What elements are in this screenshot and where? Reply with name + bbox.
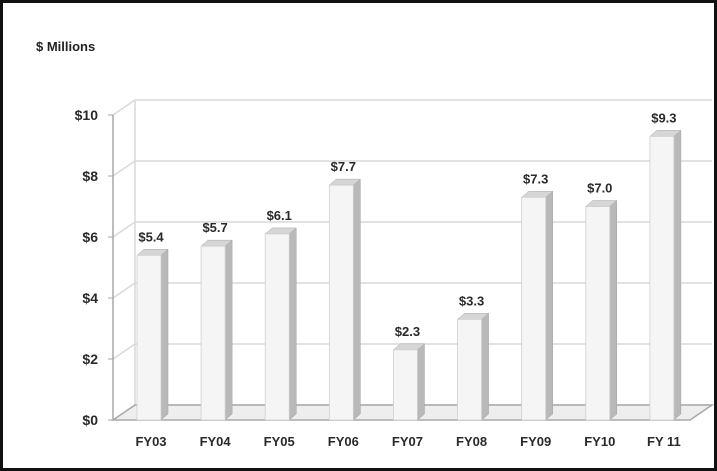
data-label: $7.7 [331,159,356,174]
x-tick-label: FY 11 [647,434,681,449]
data-label: $9.3 [651,110,676,125]
x-tick-label: FY05 [264,434,295,449]
bar [328,184,354,421]
y-tick-label: $0 [82,412,98,428]
bar-side [160,248,169,421]
x-tick-label: FY07 [392,434,423,449]
gridline-depth [112,160,136,177]
data-label: $3.3 [459,293,484,308]
y-tick-label: $8 [82,168,98,184]
y-tick-label: $4 [82,290,98,306]
gridline-depth [112,221,136,238]
bar-side [224,239,233,421]
bar-side [545,190,553,421]
x-tick-label: FY09 [520,434,551,449]
bar-side [353,178,361,421]
data-label: $7.3 [523,171,548,186]
bar-side [481,312,489,421]
data-label: $5.7 [202,220,227,235]
x-tick-label: FY10 [584,434,615,449]
bar [521,196,547,421]
gridline-depth [112,99,136,116]
data-label: $2.3 [395,324,420,339]
x-tick-label: FY04 [200,434,232,449]
x-tick-label: FY08 [456,434,487,449]
x-tick-label: FY03 [135,434,166,449]
bar [457,318,482,421]
bar [136,254,162,421]
y-unit-label: $ Millions [36,39,96,54]
gridline-depth [112,282,136,299]
gridline-depth [112,343,136,360]
bar-side [609,199,618,421]
bar [649,135,675,421]
bar-side [417,343,425,421]
bar [200,245,226,421]
bar [393,349,418,421]
data-label: $7.0 [587,181,612,196]
y-tick-label: $6 [82,229,98,245]
x-tick-label: FY06 [328,434,359,449]
y-tick-label: $2 [82,351,98,367]
bar-side [673,129,682,421]
y-tick-label: $10 [75,107,99,123]
data-label: $5.4 [138,229,164,244]
data-label: $6.1 [267,208,292,223]
bar [264,233,290,421]
bar-side [288,227,297,421]
bar [585,206,611,421]
